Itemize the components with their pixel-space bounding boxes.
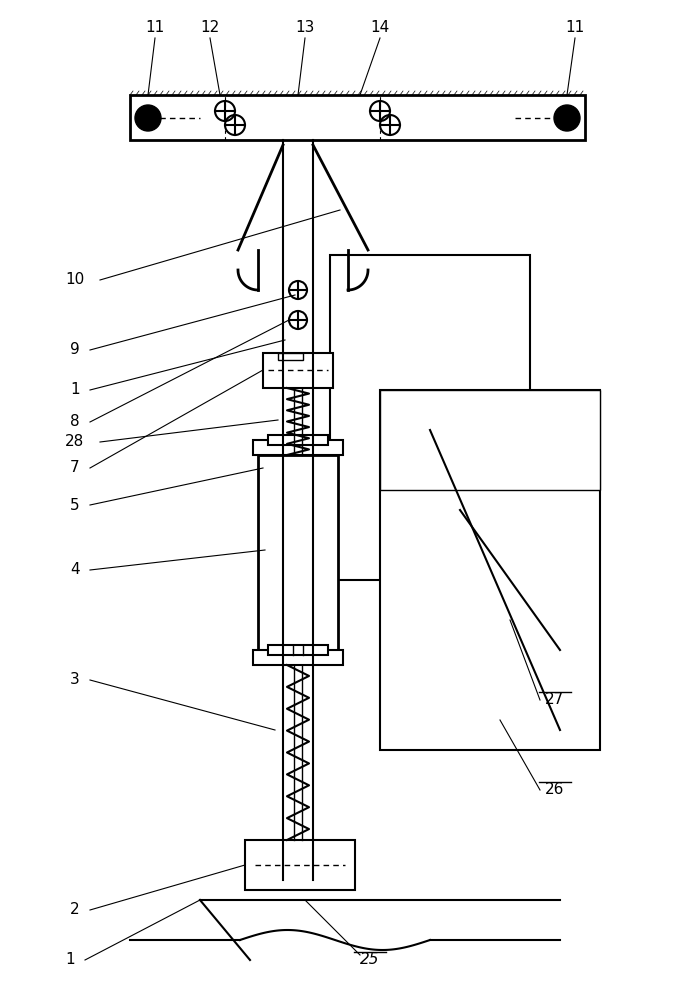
Bar bbox=[253, 440, 343, 455]
Bar bbox=[380, 390, 600, 490]
Text: 11: 11 bbox=[565, 20, 585, 35]
Text: 8: 8 bbox=[70, 414, 80, 430]
Bar bbox=[268, 435, 328, 445]
Text: 9: 9 bbox=[70, 342, 80, 358]
Text: 28: 28 bbox=[65, 434, 84, 450]
Bar bbox=[380, 390, 600, 750]
Bar bbox=[130, 95, 585, 140]
Text: 11: 11 bbox=[146, 20, 165, 35]
Text: 10: 10 bbox=[65, 272, 84, 288]
Text: 2: 2 bbox=[70, 902, 80, 918]
Text: 14: 14 bbox=[371, 20, 390, 35]
Circle shape bbox=[135, 105, 161, 131]
Text: 3: 3 bbox=[70, 672, 80, 688]
Bar bbox=[268, 645, 328, 655]
Text: 1: 1 bbox=[65, 952, 75, 968]
Text: 5: 5 bbox=[70, 497, 80, 512]
Bar bbox=[330, 255, 530, 580]
Text: 4: 4 bbox=[70, 562, 80, 578]
Bar bbox=[263, 353, 333, 388]
Text: 25: 25 bbox=[360, 952, 379, 968]
Text: 13: 13 bbox=[295, 20, 315, 35]
Circle shape bbox=[554, 105, 580, 131]
Bar bbox=[245, 840, 355, 890]
Text: 1: 1 bbox=[70, 382, 80, 397]
Text: 27: 27 bbox=[545, 692, 564, 708]
Text: 7: 7 bbox=[70, 460, 80, 476]
Text: 26: 26 bbox=[545, 782, 564, 798]
Bar bbox=[278, 353, 303, 360]
Bar bbox=[253, 650, 343, 665]
Bar bbox=[258, 455, 338, 650]
Text: 12: 12 bbox=[201, 20, 220, 35]
